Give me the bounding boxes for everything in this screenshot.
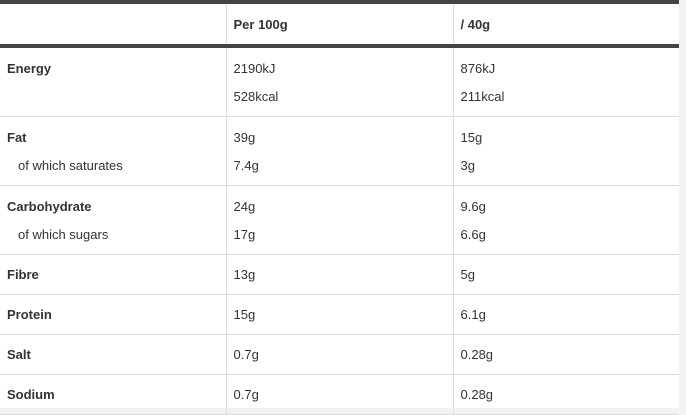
value-per-40g: 15g (452, 116, 679, 151)
value-per-40g: 876kJ (452, 46, 679, 82)
nutrient-name: Protein (0, 294, 226, 335)
value-per-40g: 0.28g (452, 374, 679, 415)
value-per-100g: 39g (225, 116, 453, 151)
value-per-40g: 5g (452, 254, 679, 295)
value-per-100g: 2190kJ (225, 46, 453, 82)
value-per-40g: 3g (452, 151, 679, 186)
header-nutrient (0, 0, 226, 48)
header-per-40g: / 40g (452, 0, 679, 48)
nutrition-table-body: Energy 2190kJ 876kJ 528kcal 211kcal Fat … (0, 46, 679, 415)
nutrient-name: Fibre (0, 254, 226, 295)
value-per-40g: 211kcal (452, 82, 679, 117)
value-per-40g: 6.6g (452, 220, 679, 255)
value-per-100g: 17g (225, 220, 453, 255)
nutrient-name: Sodium (0, 374, 226, 415)
table-row-sodium: Sodium 0.7g 0.28g (0, 374, 679, 415)
table-row-protein: Protein 15g 6.1g (0, 294, 679, 335)
nutrient-name (0, 82, 226, 117)
table-row-saturates: of which saturates 7.4g 3g (0, 151, 679, 186)
value-per-40g: 0.28g (452, 334, 679, 375)
table-row-energy-kcal: 528kcal 211kcal (0, 82, 679, 117)
value-per-100g: 13g (225, 254, 453, 295)
nutrient-name: Fat (7, 129, 27, 145)
value-per-40g: 6.1g (452, 294, 679, 335)
nutrient-name: Carbohydrate (7, 198, 92, 214)
value-per-100g: 24g (225, 185, 453, 220)
value-per-100g: 7.4g (225, 151, 453, 186)
nutrient-subname: of which saturates (0, 151, 226, 186)
nutrition-table-header: Per 100g / 40g (0, 0, 679, 48)
nutrient-subname: of which sugars (0, 220, 226, 255)
table-row-salt: Salt 0.7g 0.28g (0, 334, 679, 375)
table-row-energy-kj: Energy 2190kJ 876kJ (0, 46, 679, 82)
table-row-fat: Fat 39g 15g (0, 116, 679, 151)
table-row-sugars: of which sugars 17g 6.6g (0, 220, 679, 255)
value-per-100g: 0.7g (225, 334, 453, 375)
header-per-100g: Per 100g (225, 0, 453, 48)
nutrient-name: Salt (0, 334, 226, 375)
table-row-carbohydrate: Carbohydrate 24g 9.6g (0, 185, 679, 220)
value-per-100g: 15g (225, 294, 453, 335)
nutrient-name: Energy (7, 60, 52, 76)
header-row: Per 100g / 40g (0, 0, 679, 48)
value-per-100g: 0.7g (225, 374, 453, 415)
value-per-100g: 528kcal (225, 82, 453, 117)
table-row-fibre: Fibre 13g 5g (0, 254, 679, 295)
value-per-40g: 9.6g (452, 185, 679, 220)
